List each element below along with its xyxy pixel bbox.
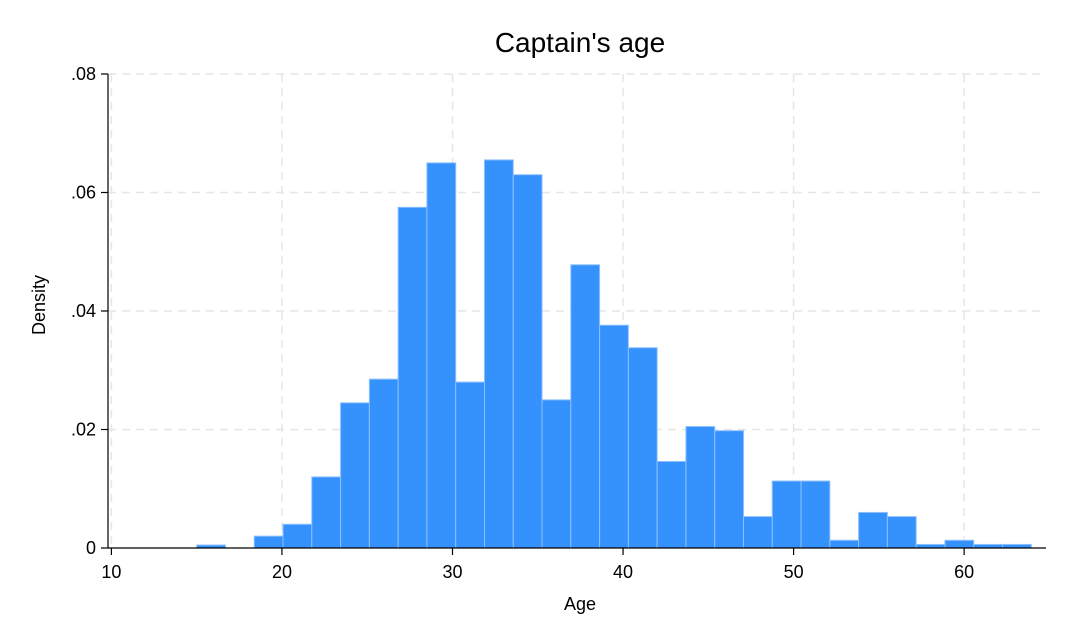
y-tick-label: .08 [71, 64, 96, 84]
histogram-bar [771, 480, 802, 549]
x-tick-label: 20 [272, 562, 292, 582]
histogram-bar [685, 426, 716, 549]
y-tick-label: 0 [86, 538, 96, 558]
x-tick-label: 10 [101, 562, 121, 582]
histogram-bar [397, 206, 428, 549]
x-tick-label: 60 [954, 562, 974, 582]
histogram-bar [829, 539, 860, 549]
x-axis-label: Age [564, 594, 596, 614]
histogram-bar [253, 535, 284, 549]
y-tick-label: .04 [71, 301, 96, 321]
y-tick-label: .02 [71, 420, 96, 440]
histogram-bar [483, 159, 514, 549]
x-tick-label: 50 [784, 562, 804, 582]
histogram-bar [426, 162, 457, 549]
histogram-bar [368, 378, 399, 549]
histogram-bar [512, 174, 543, 549]
histogram-bar [541, 399, 572, 549]
histogram-bar [886, 516, 917, 549]
ticks: 10 20 30 40 50 60 0 .02 .04 .06 .08 [71, 64, 974, 582]
histogram-bar [742, 516, 773, 549]
bars [196, 159, 1032, 549]
histogram-bar [714, 430, 744, 549]
x-tick-label: 40 [613, 562, 633, 582]
histogram-bar [944, 539, 975, 549]
histogram-bar [311, 476, 342, 549]
chart-title: Captain's age [495, 27, 665, 58]
histogram-bar [455, 381, 485, 549]
histogram-bar [800, 480, 831, 549]
histogram-bar [656, 460, 687, 549]
histogram-bar [627, 347, 658, 549]
y-tick-label: .06 [71, 183, 96, 203]
histogram-bar [570, 264, 601, 549]
histogram-bar [282, 523, 313, 549]
histogram-bar [858, 511, 888, 549]
histogram-bar [599, 324, 629, 549]
histogram-bar [340, 402, 370, 549]
y-axis-label: Density [29, 275, 49, 335]
x-tick-label: 30 [442, 562, 462, 582]
